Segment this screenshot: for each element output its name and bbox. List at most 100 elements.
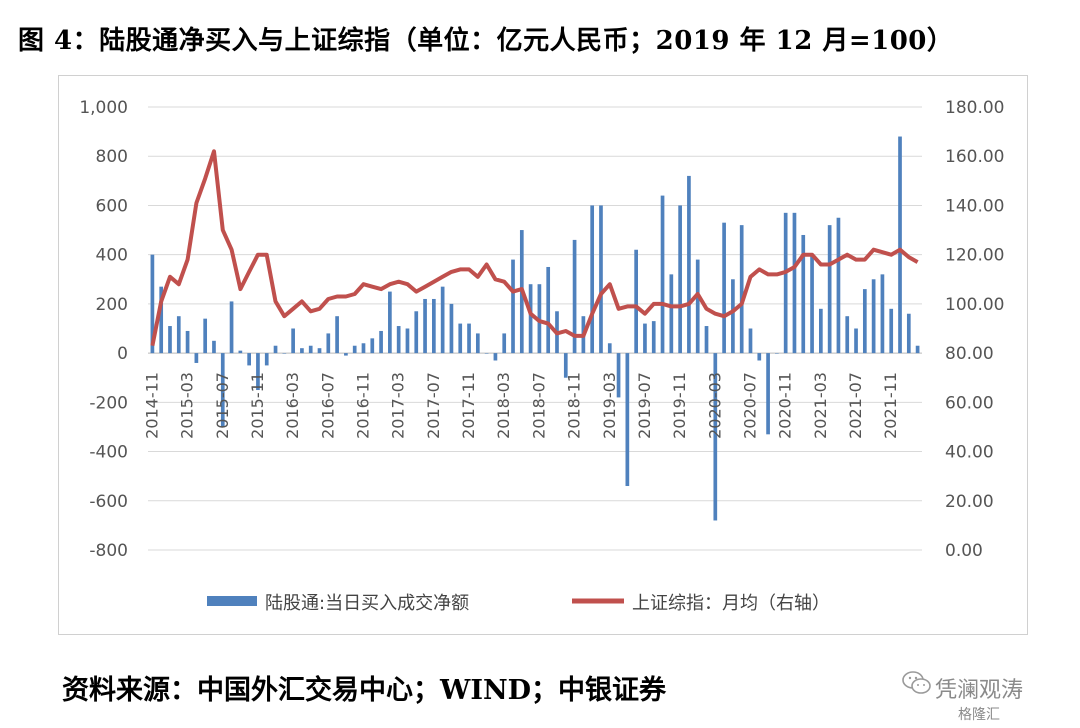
bar [291, 328, 295, 354]
source-note: 资料来源：中国外汇交易中心；WIND；中银证券 [62, 675, 667, 706]
gridlines [148, 106, 922, 551]
bar [643, 323, 647, 354]
bar [590, 205, 595, 354]
bar [212, 340, 216, 354]
bar [827, 225, 832, 354]
x-axis-labels: 2014-11 2015-03 2015-07 2015-11 2016-03 2016-… [142, 372, 900, 439]
bar [300, 348, 304, 354]
bar [713, 353, 718, 521]
right-axis-labels: 0.00 20.00 40.00 60.00 80.00 100.00 120.00 140.… [945, 98, 1004, 561]
x-tick-label: 2016-07 [318, 372, 337, 439]
x-tick-label: 2016-03 [283, 372, 302, 439]
bar [871, 279, 876, 354]
bar [669, 274, 674, 354]
right-tick-label: 120.00 [945, 246, 1004, 266]
x-tick-label: 2020-07 [740, 372, 759, 439]
bar [889, 308, 894, 354]
bar [159, 286, 164, 354]
bar [528, 284, 533, 354]
chart-title: 图 4：陆股通净买入与上证综指（单位：亿元人民币；2019 年 12 月=100… [18, 26, 954, 56]
bar [247, 353, 251, 366]
bar [906, 313, 911, 354]
bar [616, 353, 621, 398]
x-tick-label: 2014-11 [142, 372, 161, 439]
right-tick-label: 100.00 [945, 295, 1004, 315]
bar [915, 345, 920, 354]
left-tick-label: 200 [96, 295, 128, 315]
right-tick-label: 180.00 [945, 98, 1004, 118]
right-tick-label: 0.00 [945, 541, 983, 561]
legend: 陆股通:当日买入成交净额 上证综指：月均（右轴） [207, 593, 830, 614]
bar [607, 343, 612, 354]
x-tick-label: 2021-11 [881, 372, 900, 439]
bar [352, 345, 357, 354]
right-tick-label: 160.00 [945, 147, 1004, 167]
bar [388, 291, 392, 354]
chart-frame [58, 75, 1028, 635]
bar [502, 333, 507, 354]
x-tick-label: 2016-11 [353, 372, 372, 439]
bar [475, 333, 480, 354]
bar [361, 343, 366, 354]
left-tick-label: -400 [89, 443, 128, 463]
left-tick-label: -200 [89, 393, 128, 413]
bar [493, 353, 498, 361]
bar [379, 330, 383, 354]
bar [775, 353, 779, 354]
bar [273, 345, 278, 354]
x-tick-label: 2015-07 [213, 372, 232, 439]
bar [370, 338, 375, 354]
x-tick-label: 2020-11 [776, 372, 795, 439]
x-tick-label: 2021-03 [811, 372, 830, 439]
bar [238, 350, 243, 354]
left-tick-label: 1,000 [79, 98, 128, 118]
bar [449, 303, 454, 354]
bar [308, 345, 313, 354]
bar [344, 353, 348, 356]
bar [845, 316, 850, 354]
bar [766, 353, 770, 435]
bar [396, 326, 401, 354]
x-tick-label: 2015-03 [178, 372, 197, 439]
bar [731, 279, 735, 354]
legend-label-bars: 陆股通:当日买入成交净额 [265, 593, 469, 614]
left-tick-label: 400 [96, 246, 128, 266]
bar [229, 301, 234, 354]
bar [739, 225, 744, 354]
right-tick-label: 20.00 [945, 492, 994, 512]
x-tick-label: 2019-07 [635, 372, 654, 439]
x-tick-label: 2018-07 [529, 372, 548, 439]
bar [194, 353, 199, 363]
right-tick-label: 140.00 [945, 196, 1004, 216]
left-tick-label: 800 [96, 147, 128, 167]
bar [704, 326, 709, 354]
bar [757, 353, 762, 361]
x-tick-label: 2021-07 [846, 372, 865, 439]
bar [792, 212, 797, 354]
bar [898, 136, 902, 354]
x-tick-label: 2019-03 [600, 372, 619, 439]
bar [678, 205, 682, 354]
left-tick-label: 0 [117, 344, 128, 364]
bar [440, 286, 445, 354]
bar [317, 348, 322, 354]
bar [484, 353, 489, 354]
bar [634, 249, 638, 354]
bar [432, 298, 436, 354]
bar [185, 330, 190, 354]
bar [282, 353, 287, 354]
x-tick-label: 2020-03 [705, 372, 724, 439]
bar [748, 328, 753, 354]
bar [801, 234, 806, 354]
x-tick-label: 2018-11 [565, 372, 584, 439]
right-tick-label: 60.00 [945, 393, 994, 413]
watermark-account: 凭澜观涛 [935, 678, 1024, 703]
bar [625, 353, 630, 487]
bar [819, 308, 823, 354]
bar [854, 328, 858, 354]
watermark-site: 格隆汇 [958, 707, 1000, 723]
bar [264, 353, 269, 366]
right-tick-label: 80.00 [945, 344, 994, 364]
bar [256, 353, 260, 391]
